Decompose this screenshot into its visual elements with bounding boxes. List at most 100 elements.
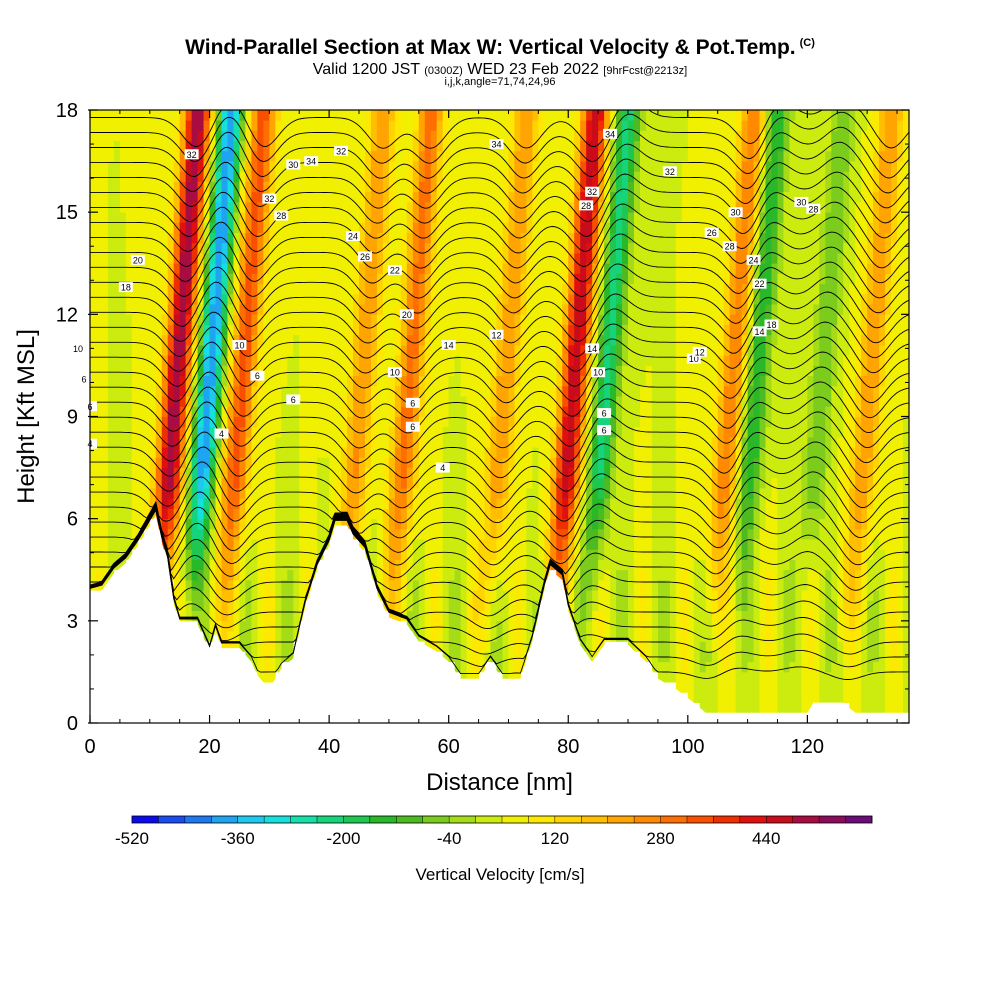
w-cell [257,150,264,162]
w-cell [269,171,276,182]
w-cell [645,283,653,295]
w-cell [412,457,420,468]
w-cell [233,130,240,142]
w-cell [275,283,282,295]
w-cell [544,498,551,509]
w-cell [526,416,533,428]
w-cell [466,263,473,274]
w-cell [526,181,533,193]
w-cell [592,222,599,233]
w-cell [622,375,629,387]
w-cell [442,273,450,285]
w-cell [645,610,653,622]
w-cell [574,171,581,182]
w-cell [293,457,300,468]
w-cell [341,324,348,336]
w-cell [400,467,408,479]
w-cell [203,181,210,193]
w-cell [376,273,384,285]
w-cell [424,610,432,622]
w-cell [173,539,181,550]
w-cell [484,191,491,203]
w-cell [538,396,545,407]
w-cell [311,110,318,121]
w-cell [412,110,420,121]
w-cell [657,610,665,622]
w-cell [239,447,246,458]
w-cell [95,518,103,530]
w-cell [185,600,193,612]
w-cell [634,426,641,438]
w-cell [550,110,557,121]
w-cell [233,314,240,325]
w-cell [275,610,282,622]
w-cell [424,559,432,571]
w-cell [663,283,671,295]
w-cell [269,447,276,458]
w-cell [592,232,599,244]
w-cell [305,263,312,274]
w-cell [323,181,330,193]
w-cell [221,610,228,622]
w-cell [149,355,157,366]
w-cell [538,150,545,162]
w-cell [281,161,288,172]
w-cell [173,569,181,581]
w-cell [400,171,408,182]
w-cell [568,222,575,233]
w-cell [239,344,246,356]
w-cell [370,334,378,346]
w-cell [663,396,671,407]
w-cell [568,191,575,203]
w-cell [651,314,659,325]
w-cell [484,498,491,509]
w-cell [305,549,312,560]
w-cell [574,426,581,438]
w-cell [233,304,240,315]
w-cell [628,161,635,172]
w-cell [460,293,468,305]
w-cell [317,528,324,540]
w-cell [669,661,677,673]
w-cell [257,406,264,417]
w-cell [155,355,163,366]
w-cell [125,498,133,509]
w-cell [430,242,438,254]
w-cell [119,447,127,458]
w-cell [287,488,294,499]
w-cell [90,385,97,397]
w-cell [586,416,593,428]
w-cell [532,130,539,142]
w-cell [281,242,288,254]
w-cell [161,508,169,520]
w-cell [179,579,187,591]
w-cell [556,140,563,152]
w-cell [610,467,617,479]
w-cell [299,253,306,264]
w-cell [107,140,115,152]
w-cell [586,620,593,632]
w-cell [382,579,390,591]
w-cell [179,263,187,274]
w-cell [370,161,378,172]
w-cell [353,477,360,489]
w-cell [424,263,432,274]
w-cell [221,171,228,182]
w-cell [454,579,462,591]
w-cell [293,590,300,601]
w-cell [107,222,115,233]
w-cell [269,426,276,438]
w-cell [388,406,396,417]
w-cell [466,355,473,366]
w-cell [364,150,372,162]
w-cell [604,385,611,397]
w-cell [490,488,497,499]
w-cell [562,283,569,295]
w-cell [125,232,133,244]
w-cell [442,283,450,295]
w-cell [131,150,139,162]
w-cell [520,334,527,346]
w-cell [95,488,103,499]
w-cell [191,222,199,233]
w-cell [95,273,103,285]
